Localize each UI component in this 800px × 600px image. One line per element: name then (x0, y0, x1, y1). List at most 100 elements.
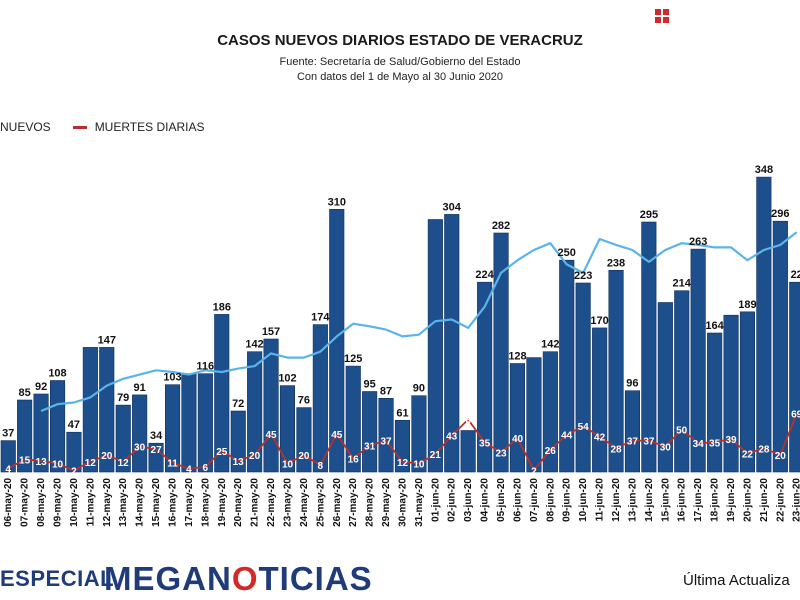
x-tick-29-may-20: 29-may-20 (381, 478, 392, 527)
brand-o: O (231, 560, 259, 597)
bar-08-may-20 (33, 393, 49, 473)
grid-logo-icon (655, 9, 669, 23)
x-tick-14-jun-20: 14-jun-20 (644, 478, 655, 522)
death-label-12-may-20: 20 (101, 451, 113, 462)
chart-title: CASOS NUEVOS DIARIOS ESTADO DE VERACRUZ (217, 32, 583, 49)
bar-22-jun-20 (772, 220, 788, 473)
bar-label-27-may-20: 125 (344, 353, 362, 365)
brand-pre: MEGAN (104, 560, 232, 597)
death-label-23-may-20: 10 (282, 460, 294, 471)
x-tick-21-jun-20: 21-jun-20 (759, 478, 770, 522)
death-label-19-may-20: 25 (216, 447, 228, 458)
bar-label-29-may-20: 87 (380, 385, 392, 397)
bar-06-jun-20 (509, 363, 526, 473)
x-tick-17-may-20: 17-may-20 (184, 478, 195, 527)
death-label-14-jun-20: 37 (643, 437, 655, 448)
bar-label-14-may-20: 91 (133, 382, 145, 394)
bar-label-21-jun-20: 348 (755, 164, 773, 176)
x-tick-13-jun-20: 13-jun-20 (627, 478, 638, 522)
x-tick-31-may-20: 31-may-20 (414, 478, 425, 527)
death-label-05-jun-20: 23 (495, 449, 507, 460)
bar-label-08-may-20: 92 (35, 381, 47, 393)
bar-label-16-jun-20: 214 (673, 278, 692, 290)
death-label-21-jun-20: 28 (758, 444, 770, 455)
bar-15-jun-20 (657, 302, 673, 473)
death-label-03-jun-20: 6 (465, 416, 471, 427)
bar-16-may-20 (165, 384, 181, 473)
legend-item-deaths: MUERTES DIARIAS (72, 120, 205, 134)
x-tick-16-may-20: 16-may-20 (168, 478, 179, 527)
death-label-09-may-20: 10 (52, 460, 64, 471)
bar-09-may-20 (49, 380, 66, 473)
x-tick-06-may-20: 06-may-20 (3, 478, 14, 527)
bar-21-may-20 (247, 351, 263, 473)
bar-label-07-may-20: 85 (18, 387, 30, 399)
bar-13-jun-20 (624, 390, 641, 473)
bar-19-may-20 (214, 314, 230, 473)
bar-23-jun-20 (789, 281, 800, 473)
x-tick-09-may-20: 09-may-20 (53, 478, 64, 527)
x-tick-06-jun-20: 06-jun-20 (513, 478, 524, 522)
bar-30-may-20 (394, 419, 411, 473)
bar-11-jun-20 (592, 327, 608, 473)
bar-25-may-20 (312, 324, 328, 473)
brand-post: TICIAS (258, 560, 373, 597)
death-label-06-may-20: 4 (5, 465, 11, 476)
bar-10-may-20 (66, 431, 82, 473)
death-label-10-may-20: 2 (71, 466, 77, 477)
bars-layer (0, 176, 800, 473)
x-tick-17-jun-20: 17-jun-20 (693, 478, 704, 522)
bar-24-may-20 (296, 407, 312, 473)
death-label-01-jun-20: 21 (430, 450, 442, 461)
x-tick-22-may-20: 22-may-20 (266, 478, 277, 527)
bar-label-11-jun-20: 170 (590, 315, 608, 327)
bar-11-may-20 (82, 347, 98, 473)
x-tick-11-may-20: 11-may-20 (85, 478, 96, 527)
death-label-15-jun-20: 30 (660, 443, 672, 454)
bar-label-21-may-20: 142 (245, 339, 263, 351)
death-label-28-may-20: 31 (364, 442, 376, 453)
bar-17-jun-20 (690, 248, 706, 473)
bar-label-28-may-20: 95 (363, 379, 375, 391)
bar-13-may-20 (115, 404, 131, 473)
death-label-11-may-20: 12 (85, 458, 97, 469)
bar-label-10-may-20: 47 (68, 419, 80, 431)
death-label-22-jun-20: 20 (775, 451, 787, 462)
bar-label-04-jun-20: 224 (475, 269, 494, 281)
x-tick-08-jun-20: 08-jun-20 (545, 478, 556, 522)
bar-label-18-may-20: 116 (196, 361, 214, 373)
bar-label-22-jun-20: 296 (771, 208, 789, 220)
death-label-15-may-20: 27 (151, 445, 163, 456)
bar-label-15-may-20: 34 (150, 430, 163, 442)
bar-label-09-jun-20: 250 (558, 247, 576, 259)
bar-label-13-may-20: 79 (117, 392, 129, 404)
death-label-25-may-20: 8 (318, 461, 324, 472)
bar-22-may-20 (263, 338, 279, 473)
x-tick-18-jun-20: 18-jun-20 (710, 478, 721, 522)
legend-label-deaths: MUERTES DIARIAS (94, 120, 205, 134)
death-label-24-may-20: 20 (298, 451, 310, 462)
death-label-19-jun-20: 39 (725, 435, 737, 446)
chart-period: Con datos del 1 de Mayo al 30 Junio 2020 (296, 71, 504, 83)
moving-average-line (40, 231, 798, 413)
legend-item-cases: NUEVOS (0, 120, 51, 134)
death-label-14-may-20: 30 (134, 443, 146, 454)
bar-31-may-20 (411, 395, 427, 473)
x-tick-05-jun-20: 05-jun-20 (496, 478, 507, 522)
x-tick-07-may-20: 07-may-20 (20, 478, 31, 527)
bar-27-may-20 (345, 365, 361, 473)
death-label-16-may-20: 11 (167, 459, 178, 470)
bar-label-23-may-20: 102 (278, 373, 296, 385)
x-tick-10-jun-20: 10-jun-20 (578, 478, 589, 522)
bar-09-jun-20 (559, 259, 575, 473)
bar-23-may-20 (279, 385, 296, 473)
x-tick-22-jun-20: 22-jun-20 (775, 478, 786, 522)
x-tick-19-jun-20: 19-jun-20 (726, 478, 737, 522)
x-tick-12-jun-20: 12-jun-20 (611, 478, 622, 522)
x-tick-01-jun-20: 01-jun-20 (430, 478, 441, 522)
bar-label-09-may-20: 108 (48, 368, 66, 380)
bar-label-26-may-20: 310 (328, 196, 346, 208)
x-tick-20-jun-20: 20-jun-20 (742, 478, 753, 522)
bar-label-05-jun-20: 282 (492, 220, 510, 232)
bar-12-may-20 (99, 347, 115, 473)
